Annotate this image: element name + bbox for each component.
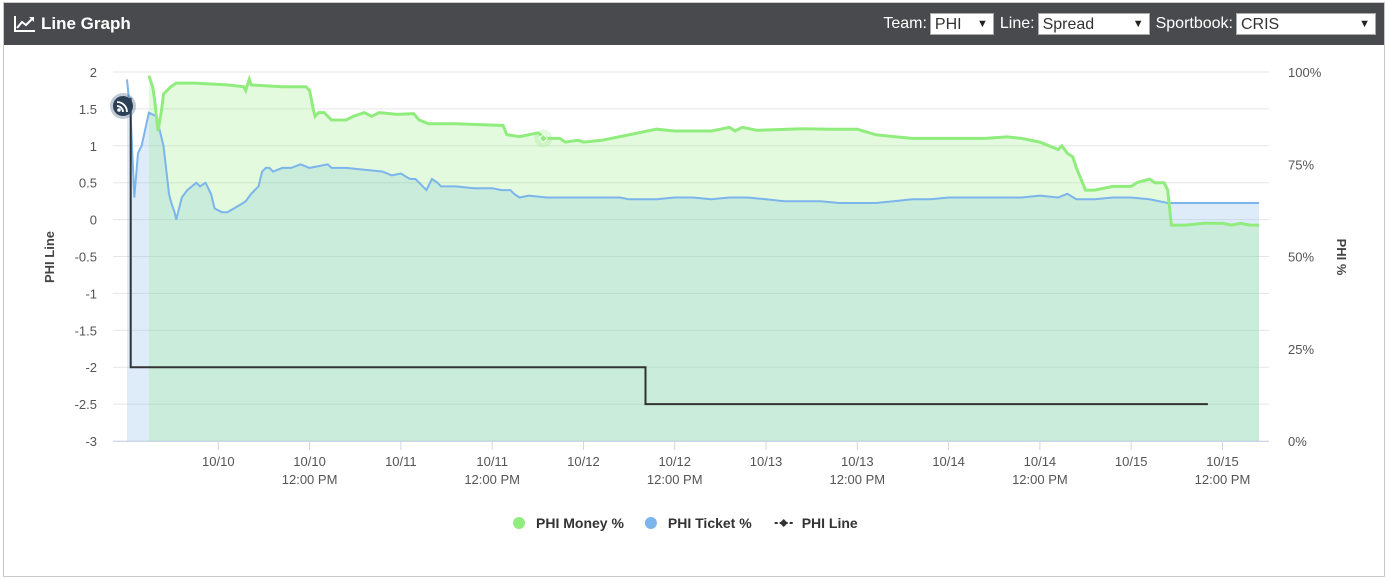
legend-item-label: PHI Money % [536,515,624,531]
money-area [148,75,1259,441]
team-select-value: PHI [934,16,962,33]
line-label: Line: [999,15,1035,32]
filter-controls: Team: PHI ▼ Line: Spread ▼ Sportbook: CR… [877,12,1376,36]
x-axis-tick-label: 10/12 [658,454,691,469]
right-axis-tick-label: 25% [1288,342,1314,357]
team-label: Team: [883,15,927,32]
money-line [147,74,1259,227]
x-axis-tick-label-time: 12:00 PM [829,472,885,487]
left-axis-tick-label: -2.5 [75,397,97,412]
line-select[interactable]: Spread ▼ [1037,13,1150,35]
line-dropdown-arrow-icon: ▼ [1132,18,1144,30]
x-axis-tick-label: 10/15 [1206,454,1239,469]
sportsbook-select-value: CRIS [1241,16,1280,33]
left-axis-tick-label: -3 [85,434,97,449]
left-axis-tick-label: 0.5 [79,176,97,191]
x-axis-tick-label: 10/11 [476,454,508,469]
left-axis-tick-label: -1 [85,286,97,301]
x-axis-tick-label-time: 12:00 PM [1195,472,1251,487]
sportsbook-dropdown-arrow-icon: ▼ [1359,18,1370,30]
right-axis-tick-label: 50% [1288,250,1314,265]
left-axis-title: PHI Line [42,231,57,283]
x-axis-tick-label: 10/14 [932,454,965,469]
left-axis-tick-label: 1 [90,139,97,154]
x-axis-tick-label: 10/13 [750,454,783,469]
legend-marker [513,517,525,529]
left-axis-tick-label: -0.5 [75,250,97,265]
title-bar: Line Graph Team: PHI ▼ Line: Spread ▼ Sp… [4,3,1384,45]
x-axis-tick-label: 10/10 [293,454,326,469]
legend-item-label: PHI Ticket % [668,515,752,531]
right-axis-tick-label: 100% [1288,65,1322,80]
panel-title: Line Graph [41,14,131,33]
rss-icon-dot [117,108,121,112]
left-axis-tick-label: 2 [90,65,97,80]
left-axis-tick-label: -1.5 [75,323,97,338]
sportsbook-select[interactable]: CRIS ▼ [1236,13,1376,35]
right-axis-tick-label: 75% [1288,157,1314,172]
left-axis-tick-label: 0 [90,213,97,228]
phi-line-series [129,97,1208,406]
x-axis-tick-label-time: 12:00 PM [464,472,520,487]
legend-marker [644,517,657,529]
x-axis-tick-label: 10/15 [1115,454,1148,469]
rss-icon [113,96,133,116]
legend-marker-diamond [779,519,788,527]
x-axis-tick-label-time: 12:00 PM [282,472,338,487]
right-axis-title: PHI % [1334,239,1349,276]
x-axis-tick-label-time: 12:00 PM [1012,472,1068,487]
x-axis-tick-label: 10/10 [202,454,235,469]
ticket-line [126,79,1259,220]
right-axis-tick-label: 0% [1288,434,1307,449]
rss-icon-arc [116,101,128,113]
line-select-value: Spread [1042,16,1095,33]
line-graph-icon [14,16,35,32]
x-axis-tick-label-time: 12:00 PM [647,472,703,487]
rss-icon-arc [116,105,124,113]
left-axis-tick-label: -2 [85,360,97,375]
left-axis-tick-label: 1.5 [79,102,97,117]
x-axis-tick-label: 10/14 [1024,454,1057,469]
team-dropdown-arrow-icon: ▼ [977,18,988,30]
x-axis-tick-label: 10/12 [567,454,600,469]
x-axis-tick-label: 10/11 [385,454,417,469]
legend-item-label: PHI Line [802,515,858,531]
team-select[interactable]: PHI ▼ [929,13,994,35]
chart-panel: Line Graph Team: PHI ▼ Line: Spread ▼ Sp… [3,2,1385,577]
ticket-area [127,79,1259,442]
x-axis-tick-label: 10/13 [841,454,874,469]
money-point-marker [538,133,548,144]
sportsbook-label: Sportbook: [1155,15,1233,32]
